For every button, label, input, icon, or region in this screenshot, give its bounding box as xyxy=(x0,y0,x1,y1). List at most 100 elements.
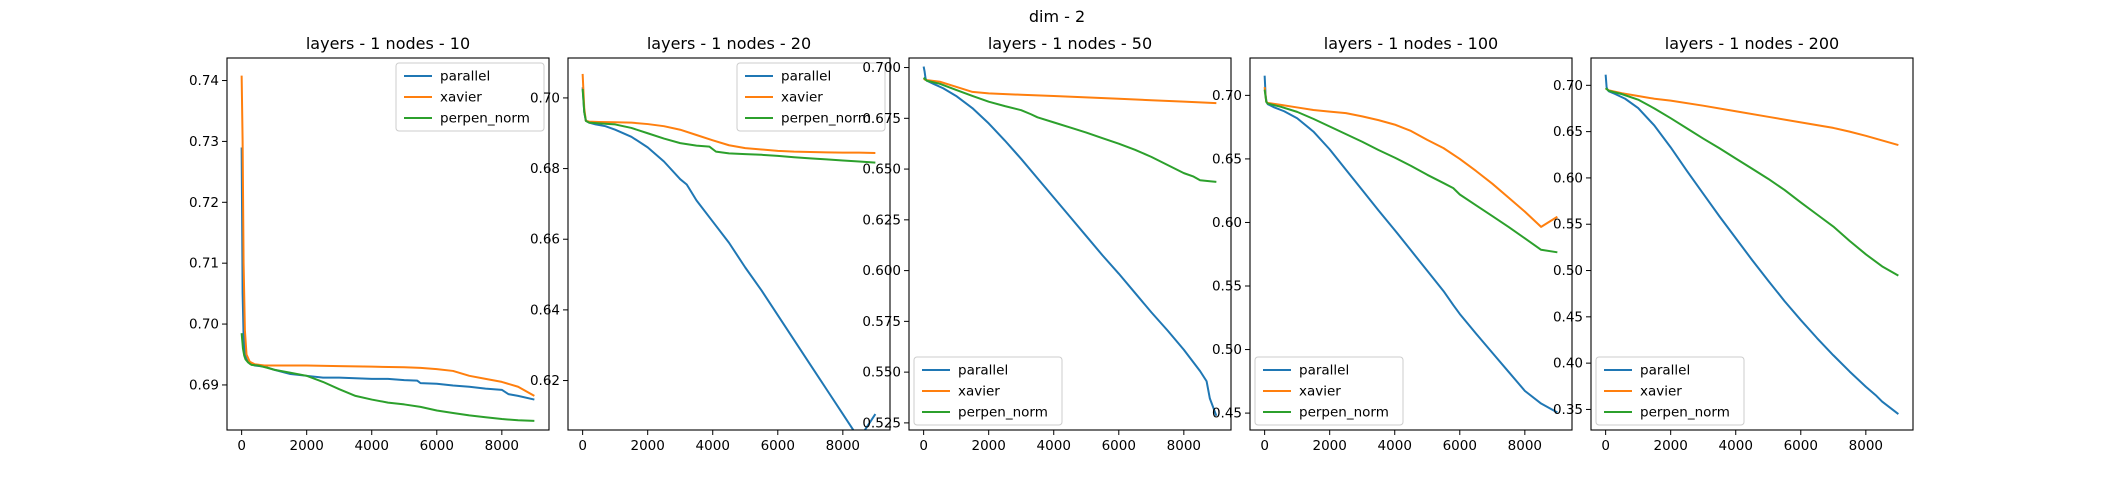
x-tick-label: 2000 xyxy=(290,438,324,454)
y-tick-label: 0.73 xyxy=(189,134,219,150)
x-tick-label: 2000 xyxy=(1313,438,1347,454)
legend-label-parallel: parallel xyxy=(781,69,831,85)
y-tick-label: 0.55 xyxy=(1212,279,1242,295)
x-tick-label: 0 xyxy=(237,438,246,454)
x-tick-label: 8000 xyxy=(1849,438,1883,454)
y-tick-label: 0.70 xyxy=(1553,78,1583,94)
x-tick-label: 2000 xyxy=(1654,438,1688,454)
legend-label-xavier: xavier xyxy=(440,90,482,106)
legend-label-parallel: parallel xyxy=(1299,363,1349,379)
legend: parallel xavier perpen_norm xyxy=(1254,356,1404,426)
axes-frame xyxy=(908,57,1232,431)
y-tick-label: 0.45 xyxy=(1212,406,1242,422)
y-tick-label: 0.45 xyxy=(1553,309,1583,325)
subplot-2: layers - 1 nodes - 20 0 2000 4000 6000 8000 0.… xyxy=(530,34,891,454)
y-tick-label: 0.70 xyxy=(189,317,219,333)
legend: parallel xavier perpen_norm xyxy=(395,62,545,132)
legend-label-parallel: parallel xyxy=(958,363,1008,379)
legend-label-parallel: parallel xyxy=(1640,363,1690,379)
series-line-parallel xyxy=(922,66,1218,417)
x-tick-label: 0 xyxy=(1260,438,1269,454)
x-tick-label: 4000 xyxy=(1037,438,1071,454)
legend-box xyxy=(1595,356,1745,426)
legend-box xyxy=(913,356,1063,426)
legend-label-xavier: xavier xyxy=(1299,384,1341,400)
y-tick-label: 0.68 xyxy=(530,161,560,177)
y-tick-label: 0.62 xyxy=(530,373,560,389)
x-tick-label: 0 xyxy=(578,438,587,454)
x-tick-label: 4000 xyxy=(1378,438,1412,454)
x-tick-label: 6000 xyxy=(1443,438,1477,454)
subplot-5: layers - 1 nodes - 200 0 2000 4000 6000 8000 0… xyxy=(1553,34,1914,454)
legend-label-xavier: xavier xyxy=(781,90,823,106)
y-tick-label: 0.60 xyxy=(1553,170,1583,186)
y-tick-label: 0.575 xyxy=(862,314,901,330)
legend-label-perpen-norm: perpen_norm xyxy=(1299,405,1389,421)
y-tick-label: 0.525 xyxy=(862,415,901,431)
legend: parallel xavier perpen_norm xyxy=(1595,356,1745,426)
legend-box xyxy=(736,62,886,132)
series-line-parallel xyxy=(581,87,877,430)
subplot-3: layers - 1 nodes - 50 0 2000 4000 6000 8000 0.… xyxy=(862,34,1232,454)
series-line-perpen-norm xyxy=(581,89,876,164)
y-tick-label: 0.675 xyxy=(862,111,901,127)
axes-frame xyxy=(1249,57,1573,431)
y-tick-label: 0.66 xyxy=(530,232,560,248)
x-tick-label: 2000 xyxy=(631,438,665,454)
x-tick-label: 0 xyxy=(919,438,928,454)
subplot-title: layers - 1 nodes - 20 xyxy=(647,34,811,53)
y-tick-label: 0.40 xyxy=(1553,356,1583,372)
axes-frame xyxy=(1590,57,1914,431)
subplot-title: layers - 1 nodes - 200 xyxy=(1665,34,1839,53)
legend: parallel xavier perpen_norm xyxy=(913,356,1063,426)
y-tick-label: 0.70 xyxy=(530,90,560,106)
y-tick-label: 0.74 xyxy=(189,73,219,89)
legend-label-perpen-norm: perpen_norm xyxy=(958,405,1048,421)
y-tick-label: 0.50 xyxy=(1212,342,1242,358)
x-tick-label: 0 xyxy=(1601,438,1610,454)
y-tick-label: 0.69 xyxy=(189,377,219,393)
y-tick-label: 0.600 xyxy=(862,263,901,279)
legend-box xyxy=(1254,356,1404,426)
series-line-perpen-norm xyxy=(240,333,535,422)
series-line-perpen-norm xyxy=(1604,87,1899,277)
x-tick-label: 6000 xyxy=(420,438,454,454)
series-line-xavier xyxy=(1263,86,1558,228)
y-tick-label: 0.64 xyxy=(530,302,560,318)
series-line-perpen-norm xyxy=(1263,89,1558,254)
y-tick-label: 0.60 xyxy=(1212,215,1242,231)
x-tick-label: 6000 xyxy=(1102,438,1136,454)
series-line-xavier xyxy=(581,73,876,155)
y-tick-label: 0.55 xyxy=(1553,217,1583,233)
y-tick-label: 0.550 xyxy=(862,365,901,381)
legend: parallel xavier perpen_norm xyxy=(736,62,886,132)
legend-label-xavier: xavier xyxy=(1640,384,1682,400)
x-tick-label: 4000 xyxy=(355,438,389,454)
legend-label-perpen-norm: perpen_norm xyxy=(781,111,871,127)
series-line-parallel xyxy=(1604,74,1899,415)
y-tick-label: 0.71 xyxy=(189,256,219,272)
x-tick-label: 6000 xyxy=(761,438,795,454)
series-line-parallel xyxy=(1263,75,1558,414)
legend-label-perpen-norm: perpen_norm xyxy=(440,111,530,127)
subplot-4: layers - 1 nodes - 100 0 2000 4000 6000 8000 0… xyxy=(1212,34,1573,454)
subplot-title: layers - 1 nodes - 100 xyxy=(1324,34,1498,53)
legend-label-xavier: xavier xyxy=(958,384,1000,400)
x-tick-label: 4000 xyxy=(1719,438,1753,454)
x-tick-label: 8000 xyxy=(826,438,860,454)
subplots-grid: layers - 1 nodes - 100 2000 4000 6000 80000.… xyxy=(189,34,1914,454)
y-tick-label: 0.72 xyxy=(189,195,219,211)
legend-label-parallel: parallel xyxy=(440,69,490,85)
series-line-xavier xyxy=(923,77,1217,105)
series-line-parallel xyxy=(240,147,535,401)
y-tick-label: 0.65 xyxy=(1212,151,1242,167)
series-line-xavier xyxy=(1605,87,1899,147)
series-line-xavier xyxy=(240,75,535,397)
x-tick-label: 2000 xyxy=(972,438,1006,454)
figure-suptitle: dim - 2 xyxy=(1029,7,1085,26)
y-tick-label: 0.65 xyxy=(1553,124,1583,140)
y-tick-label: 0.70 xyxy=(1212,88,1242,104)
y-tick-label: 0.625 xyxy=(862,212,901,228)
subplot-title: layers - 1 nodes - 50 xyxy=(988,34,1152,53)
